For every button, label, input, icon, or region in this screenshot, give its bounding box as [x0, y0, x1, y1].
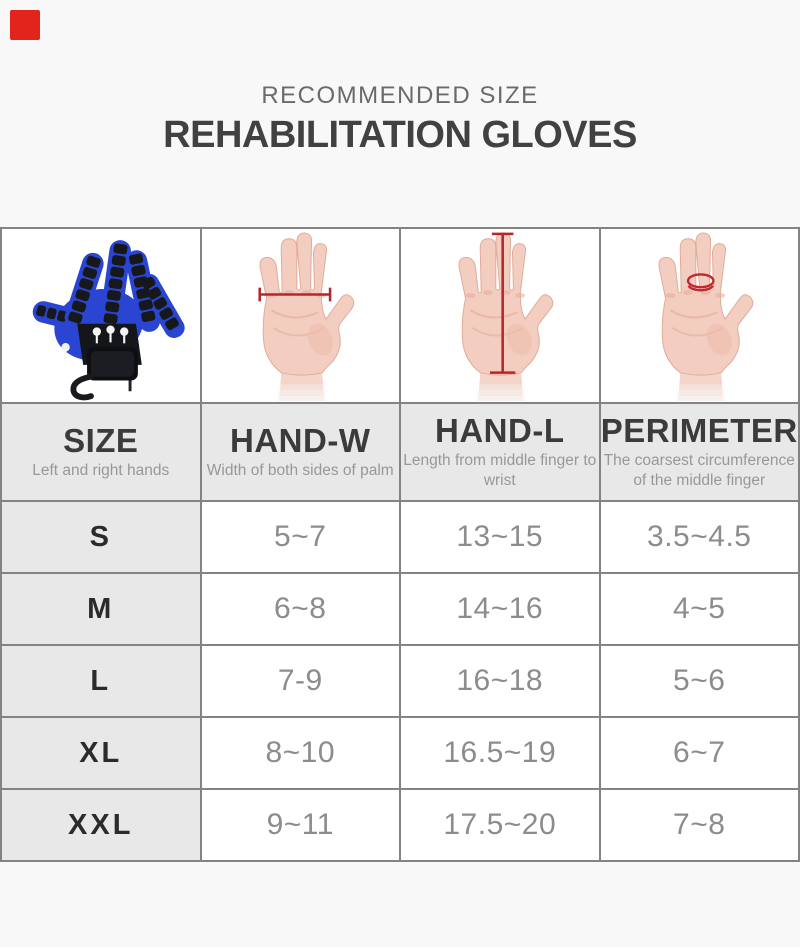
- column-header-hand-w: HAND-W Width of both sides of palm: [199, 402, 401, 502]
- page-kicker: RECOMMENDED SIZE: [261, 82, 539, 109]
- size-row-s: S 5~7 13~15 3.5~4.5: [0, 500, 800, 574]
- glove-photo-cell: [0, 227, 202, 404]
- perimeter-value: 4~5: [598, 572, 800, 646]
- perimeter-value: 6~7: [598, 716, 800, 790]
- perimeter-value: 7~8: [598, 788, 800, 862]
- size-label: L: [0, 644, 202, 718]
- circumference-ring: [686, 273, 715, 292]
- perimeter-value: 5~6: [598, 644, 800, 718]
- perimeter-column-label: PERIMETER: [600, 412, 798, 449]
- hand-l-column-description: Length from middle finger to wrist: [403, 452, 597, 489]
- table-header-row: SIZE Left and right hands HAND-W Width o…: [0, 402, 800, 502]
- illustration-row: [0, 227, 800, 404]
- hand-l-value: 16~18: [399, 644, 601, 718]
- hand-w-column-label: HAND-W: [230, 422, 371, 459]
- size-column-description: Left and right hands: [32, 462, 170, 479]
- size-label: S: [0, 500, 202, 574]
- size-row-m: M 6~8 14~16 4~5: [0, 572, 800, 646]
- size-row-l: L 7-9 16~18 5~6: [0, 644, 800, 718]
- hand-w-value: 5~7: [199, 500, 401, 574]
- size-label: M: [0, 572, 202, 646]
- hand-w-value: 7-9: [199, 644, 401, 718]
- page-title: REHABILITATION GLOVES: [163, 114, 637, 156]
- perimeter-column-description: The coarsest circumference of the middle…: [603, 452, 795, 489]
- hand-length-cell: [399, 227, 601, 404]
- finger-circumference-icon: [657, 232, 753, 401]
- hand-l-value: 17.5~20: [399, 788, 601, 862]
- hand-width-cell: [199, 227, 401, 404]
- width-measure-line: [257, 287, 331, 302]
- hand-l-value: 13~15: [399, 500, 601, 574]
- hand-l-value: 14~16: [399, 572, 601, 646]
- hand-w-value: 8~10: [199, 716, 401, 790]
- hand-width-measurement-icon: [257, 232, 354, 401]
- corner-marker: [10, 10, 40, 40]
- size-column-label: SIZE: [63, 422, 139, 459]
- hand-length-measurement-icon: [458, 232, 554, 401]
- length-measure-line: [489, 232, 516, 374]
- size-row-xxl: XXL 9~11 17.5~20 7~8: [0, 788, 800, 862]
- hand-w-value: 9~11: [199, 788, 401, 862]
- column-header-hand-l: HAND-L Length from middle finger to wris…: [399, 402, 601, 502]
- rehabilitation-glove-icon: [32, 240, 185, 401]
- finger-perimeter-cell: [598, 227, 800, 404]
- hand-l-column-label: HAND-L: [435, 412, 565, 449]
- size-row-xl: XL 8~10 16.5~19 6~7: [0, 716, 800, 790]
- title-block: RECOMMENDED SIZE REHABILITATION GLOVES: [0, 82, 800, 156]
- size-table: SIZE Left and right hands HAND-W Width o…: [0, 227, 800, 862]
- column-header-size: SIZE Left and right hands: [0, 402, 202, 502]
- hand-w-value: 6~8: [199, 572, 401, 646]
- size-label: XL: [0, 716, 202, 790]
- column-header-perimeter: PERIMETER The coarsest circumference of …: [598, 402, 800, 502]
- hand-w-column-description: Width of both sides of palm: [206, 462, 394, 479]
- size-label: XXL: [0, 788, 202, 862]
- hand-l-value: 16.5~19: [399, 716, 601, 790]
- perimeter-value: 3.5~4.5: [598, 500, 800, 574]
